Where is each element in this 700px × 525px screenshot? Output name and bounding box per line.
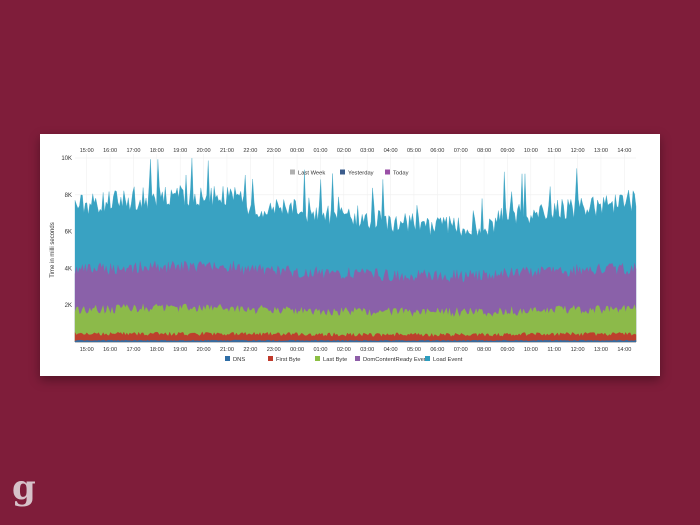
x-tick-label: 00:00 [290, 347, 304, 353]
legend-swatch [355, 356, 360, 361]
top-legend-swatch [340, 169, 345, 175]
stacked-area-chart: 2K 4K 6K 8K 10K 15:00 15:00 16:00 16:00 17:00 17:0… [50, 148, 637, 363]
x-tick-label-top: 05:00 [407, 148, 421, 154]
x-tick-label-top: 03:00 [360, 148, 374, 154]
legend-label: First Byte [276, 357, 300, 363]
x-tick-label: 06:00 [430, 347, 444, 353]
legend-swatch [268, 356, 273, 361]
top-legend-label: Today [393, 171, 409, 177]
x-tick-label-top: 16:00 [103, 148, 117, 154]
x-tick-label: 01:00 [313, 347, 327, 353]
x-tick-label-top: 13:00 [594, 148, 608, 154]
series-area-first-byte [74, 331, 637, 343]
x-tick-label-top: 00:00 [290, 148, 304, 154]
x-tick-label-top: 22:00 [243, 148, 257, 154]
x-tick-label: 15:00 [80, 347, 94, 353]
x-tick-label-top: 06:00 [430, 148, 444, 154]
x-tick-label-top: 11:00 [547, 148, 561, 154]
y-tick-label: 10K [61, 156, 72, 162]
x-tick-label: 20:00 [197, 347, 211, 353]
x-tick-label: 14:00 [617, 347, 631, 353]
x-tick-label-top: 23:00 [267, 148, 281, 154]
x-tick-label: 10:00 [524, 347, 538, 353]
x-tick-label: 08:00 [477, 347, 491, 353]
x-tick-label: 17:00 [126, 347, 140, 353]
x-tick-label-top: 21:00 [220, 148, 234, 154]
series-area-dns [74, 339, 637, 343]
x-tick-label: 12:00 [571, 347, 585, 353]
x-tick-label-top: 07:00 [454, 148, 468, 154]
x-tick-label: 04:00 [384, 347, 398, 353]
x-tick-label-top: 20:00 [197, 148, 211, 154]
x-tick-label-top: 08:00 [477, 148, 491, 154]
legend-label: Load Event [433, 357, 463, 363]
y-tick-label: 6K [65, 230, 72, 236]
legend-swatch [225, 356, 230, 361]
x-tick-label: 16:00 [103, 347, 117, 353]
x-tick-label-top: 01:00 [313, 148, 327, 154]
y-axis-label: Time in milli seconds [50, 222, 56, 277]
chart-card: 2K 4K 6K 8K 10K 15:00 15:00 16:00 16:00 17:00 17:0… [40, 134, 660, 376]
x-tick-label-top: 17:00 [126, 148, 140, 154]
x-tick-label: 11:00 [547, 347, 561, 353]
x-tick-label: 03:00 [360, 347, 374, 353]
x-tick-label-top: 10:00 [524, 148, 538, 154]
legend-label: DomContentReady Event [363, 357, 429, 363]
series-area-last-byte [74, 303, 637, 343]
x-tick-label: 18:00 [150, 347, 164, 353]
legend-swatch [425, 356, 430, 361]
x-tick-label-top: 02:00 [337, 148, 351, 154]
x-tick-label: 07:00 [454, 347, 468, 353]
x-tick-label-top: 14:00 [617, 148, 631, 154]
legend-label: DNS [233, 357, 245, 363]
x-tick-label: 13:00 [594, 347, 608, 353]
brand-logo: g [12, 468, 36, 508]
y-tick-label: 8K [65, 193, 72, 199]
y-tick-label: 2K [65, 303, 72, 309]
x-tick-label: 21:00 [220, 347, 234, 353]
x-tick-label: 23:00 [267, 347, 281, 353]
x-tick-label-top: 15:00 [80, 148, 94, 154]
top-legend-label: Last Week [298, 171, 325, 177]
x-tick-label: 02:00 [337, 347, 351, 353]
top-legend-swatch [290, 169, 295, 175]
x-tick-label-top: 12:00 [571, 148, 585, 154]
x-tick-label: 22:00 [243, 347, 257, 353]
x-tick-label: 19:00 [173, 347, 187, 353]
x-tick-label-top: 19:00 [173, 148, 187, 154]
x-tick-label-top: 04:00 [384, 148, 398, 154]
top-legend-swatch [385, 169, 390, 175]
x-tick-label: 05:00 [407, 347, 421, 353]
x-tick-label: 09:00 [500, 347, 514, 353]
x-tick-label-top: 09:00 [500, 148, 514, 154]
legend-swatch [315, 356, 320, 361]
y-tick-label: 4K [65, 266, 72, 272]
legend-label: Last Byte [323, 357, 347, 363]
x-tick-label-top: 18:00 [150, 148, 164, 154]
top-legend-label: Yesterday [348, 171, 374, 177]
